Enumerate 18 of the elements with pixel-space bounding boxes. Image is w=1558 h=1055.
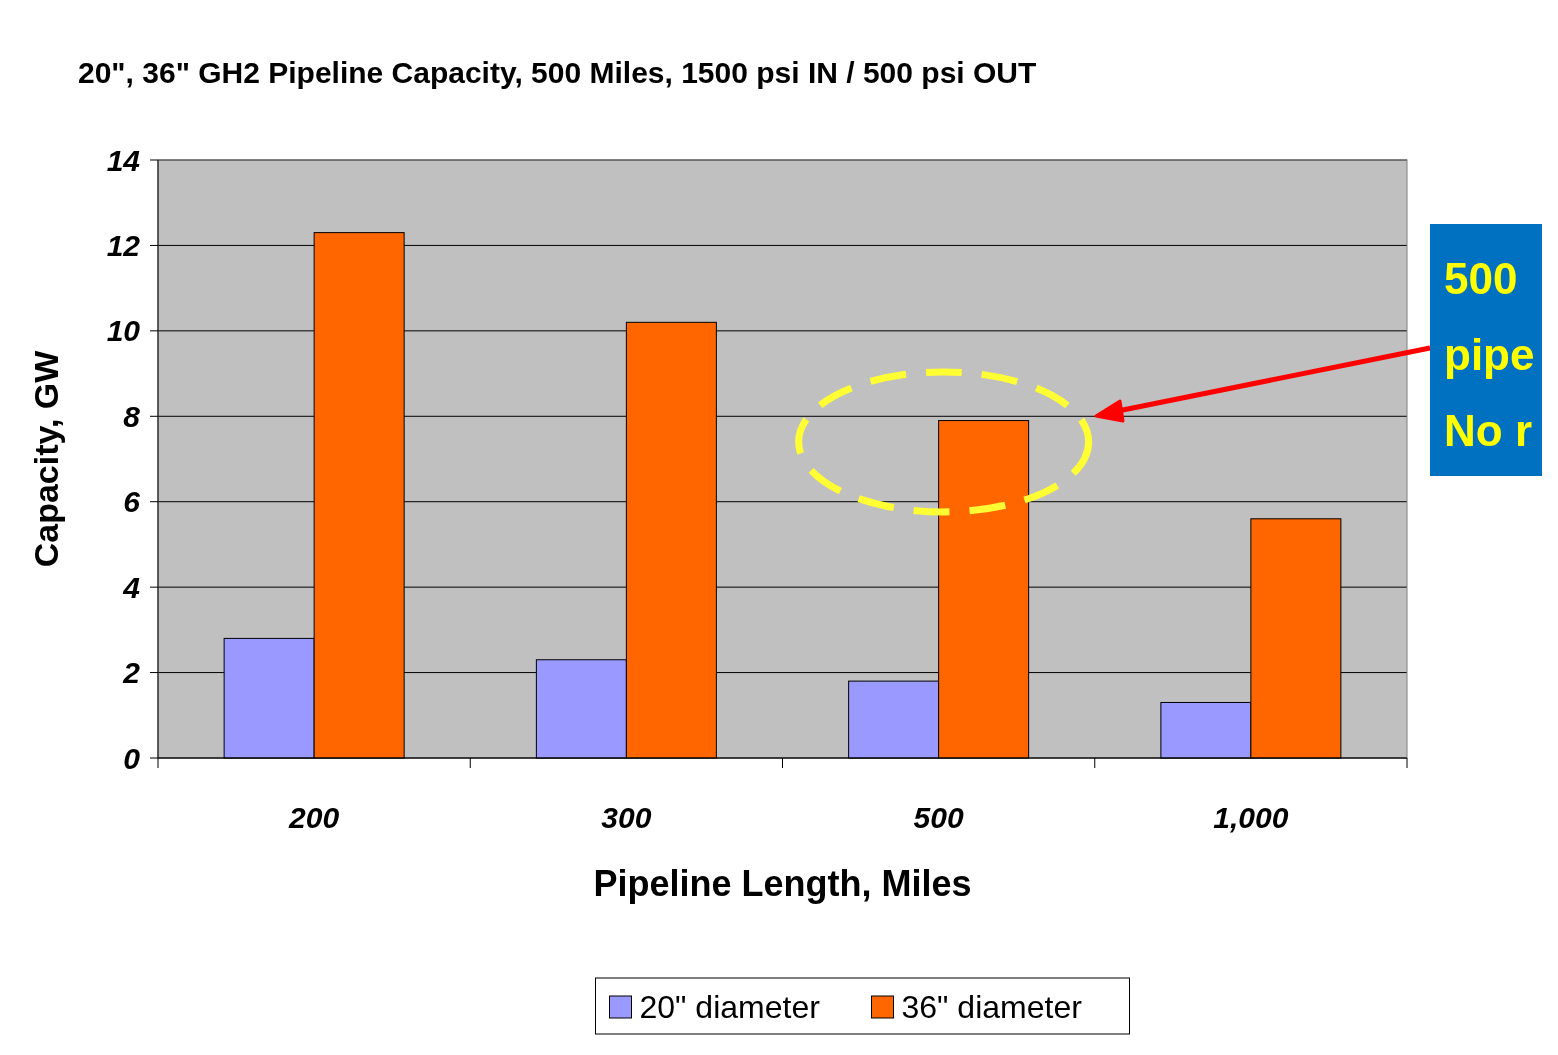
x-tick-label: 200 [288, 801, 340, 834]
text: 500 pipe No r [1444, 254, 1535, 455]
y-tick-label: 12 [106, 228, 141, 262]
x-axis-title: Pipeline Length, Miles [593, 863, 972, 904]
y-tick-label: 8 [123, 399, 141, 433]
y-tick-label: 6 [123, 485, 141, 519]
y-tick-label: 4 [122, 570, 141, 604]
x-tick-label: 300 [601, 801, 652, 834]
legend-label: 20" diameter [639, 989, 821, 1025]
y-tick-label: 14 [106, 143, 141, 177]
y-tick-label: 2 [122, 656, 141, 690]
y-axis-title: Capacity, GW [27, 349, 65, 568]
y-tick-label: 10 [106, 314, 141, 348]
legend-label: 36" diameter [901, 989, 1083, 1025]
y-tick-label: 0 [123, 741, 141, 775]
x-tick-label: 500 [913, 801, 964, 834]
chart-title: 20", 36" GH2 Pipeline Capacity, 500 Miles, 1500 psi IN / 500 psi OUT [78, 56, 1037, 89]
x-tick-label: 1,000 [1213, 801, 1289, 834]
